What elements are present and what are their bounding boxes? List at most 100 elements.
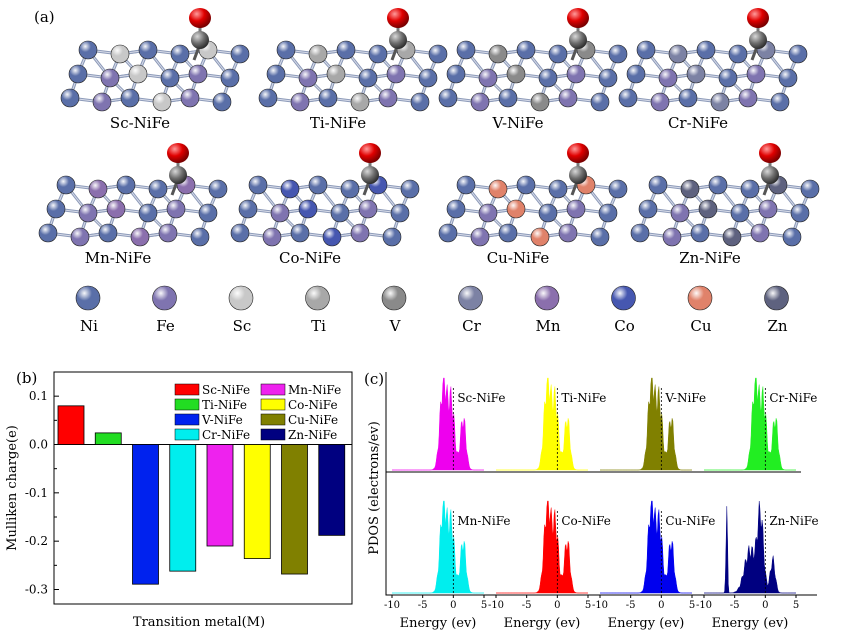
lattice-atom [558, 223, 578, 243]
lattice-atom [230, 223, 250, 243]
legend-atom-label: Ti [311, 317, 326, 335]
lattice-atom [618, 88, 638, 108]
x-tick-label: 5 [689, 600, 695, 611]
lattice-atom [382, 227, 402, 247]
x-tick-label: -10 [488, 600, 504, 611]
lattice-atom [68, 64, 88, 84]
bar-sc-nife [57, 405, 85, 445]
legend-swatch [174, 413, 200, 426]
lattice-atom [498, 88, 518, 108]
lattice-atom [598, 203, 618, 223]
lattice-atom [220, 68, 240, 88]
bond-lattice [446, 48, 620, 104]
carbon-atom [191, 31, 209, 49]
x-tick-label: -5 [626, 600, 636, 611]
lattice-atom [648, 175, 668, 195]
y-tick-label: -0.2 [25, 534, 48, 548]
lattice-atom [212, 92, 232, 112]
lattice-atom [138, 40, 158, 60]
pdos-panel-label: Zn-NiFe [769, 514, 818, 528]
structure-ti: Ti-NiFe [258, 8, 448, 132]
energy-axis-label: Energy (ev) [504, 616, 581, 631]
lattice-atom [308, 175, 328, 195]
lattice-atom [280, 179, 300, 199]
x-tick-label: -5 [522, 600, 532, 611]
pdos-cu-nife: Cu-NiFe [600, 500, 715, 594]
lattice-atom [116, 175, 136, 195]
legend-item: Co-NiFe [260, 398, 338, 412]
lattice-atom [758, 199, 778, 219]
bar-v-nife [132, 444, 159, 585]
structure-mn: Mn-NiFe [38, 143, 228, 267]
legend-atom-cr: Cr [458, 285, 483, 335]
lattice-atom [198, 203, 218, 223]
oxygen-atom [167, 143, 189, 163]
lattice-atom [456, 175, 476, 195]
lattice-atom [418, 68, 438, 88]
atom-swatch [534, 285, 560, 311]
legend-item: Sc-NiFe [174, 383, 250, 397]
lattice-atom [788, 44, 808, 64]
lattice-atom [662, 227, 682, 247]
legend-atom-co: Co [611, 285, 636, 335]
lattice-atom [78, 203, 98, 223]
pdos-panel-label: Cr-NiFe [769, 391, 817, 405]
carbon-atom [569, 166, 587, 184]
lattice-atom [258, 88, 278, 108]
structure-grid: Sc-NiFe Ti-NiFe V-NiFe Cr-NiFe Mn-NiFe Co-NiF… [38, 8, 820, 267]
pdos-sc-nife: Sc-NiFe [392, 377, 505, 471]
x-tick-label: 5 [793, 600, 799, 611]
lattice-atom [298, 68, 318, 88]
lattice-atom [110, 44, 130, 64]
legend-swatch [260, 428, 286, 441]
structure-label: Co-NiFe [279, 249, 341, 267]
lattice-atom [120, 88, 140, 108]
x-tick-label: 0 [554, 600, 560, 611]
lattice-atom [60, 88, 80, 108]
legend-atom-ni: Ni [75, 285, 101, 335]
legend-atom-label: Zn [767, 317, 787, 335]
legend-swatch [260, 413, 286, 426]
lattice-atom [276, 40, 296, 60]
pdos-curve [704, 500, 796, 594]
lattice-atom [350, 223, 370, 243]
lattice-atom [322, 227, 342, 247]
lattice-atom [128, 64, 148, 84]
legend-item: Cr-NiFe [174, 428, 250, 442]
lattice-atom [478, 68, 498, 88]
lattice-atom [340, 179, 360, 199]
lattice-atom [98, 223, 118, 243]
legend-item: Ti-NiFe [174, 398, 247, 412]
lattice-atom [180, 88, 200, 108]
atom-swatch [381, 285, 407, 311]
lattice-atom [696, 40, 716, 60]
legend-label: V-NiFe [201, 413, 243, 427]
lattice-atom [710, 92, 730, 112]
x-tick-label: -10 [384, 600, 400, 611]
lattice-atom [158, 223, 178, 243]
lattice-atom [350, 92, 370, 112]
lattice-atom [558, 88, 578, 108]
lattice-atom [358, 68, 378, 88]
pdos-curve [496, 500, 588, 594]
oxygen-atom [189, 8, 211, 28]
pdos-zn-nife: Zn-NiFe [704, 500, 819, 594]
bond-lattice [68, 48, 242, 104]
x-tick-label: -10 [592, 600, 608, 611]
legend-atom-label: Cr [462, 317, 481, 335]
lattice-atom [488, 179, 508, 199]
pdos-curve [600, 500, 692, 594]
lattice-atom [262, 227, 282, 247]
lattice-atom [636, 40, 656, 60]
x-tick-label: 0 [762, 600, 768, 611]
structure-co: Co-NiFe [230, 143, 420, 267]
legend-atom-label: Fe [156, 317, 175, 335]
energy-axis-2: -10 -5 0 5 Energy (ev) [488, 595, 591, 631]
lattice-atom [722, 227, 742, 247]
pdos-panel-label: Sc-NiFe [457, 391, 505, 405]
oxygen-atom [759, 143, 781, 163]
pdos-curve [704, 377, 796, 471]
atom-swatch [152, 285, 177, 311]
pdos-curve [392, 500, 484, 594]
bar-co-nife [243, 444, 271, 559]
